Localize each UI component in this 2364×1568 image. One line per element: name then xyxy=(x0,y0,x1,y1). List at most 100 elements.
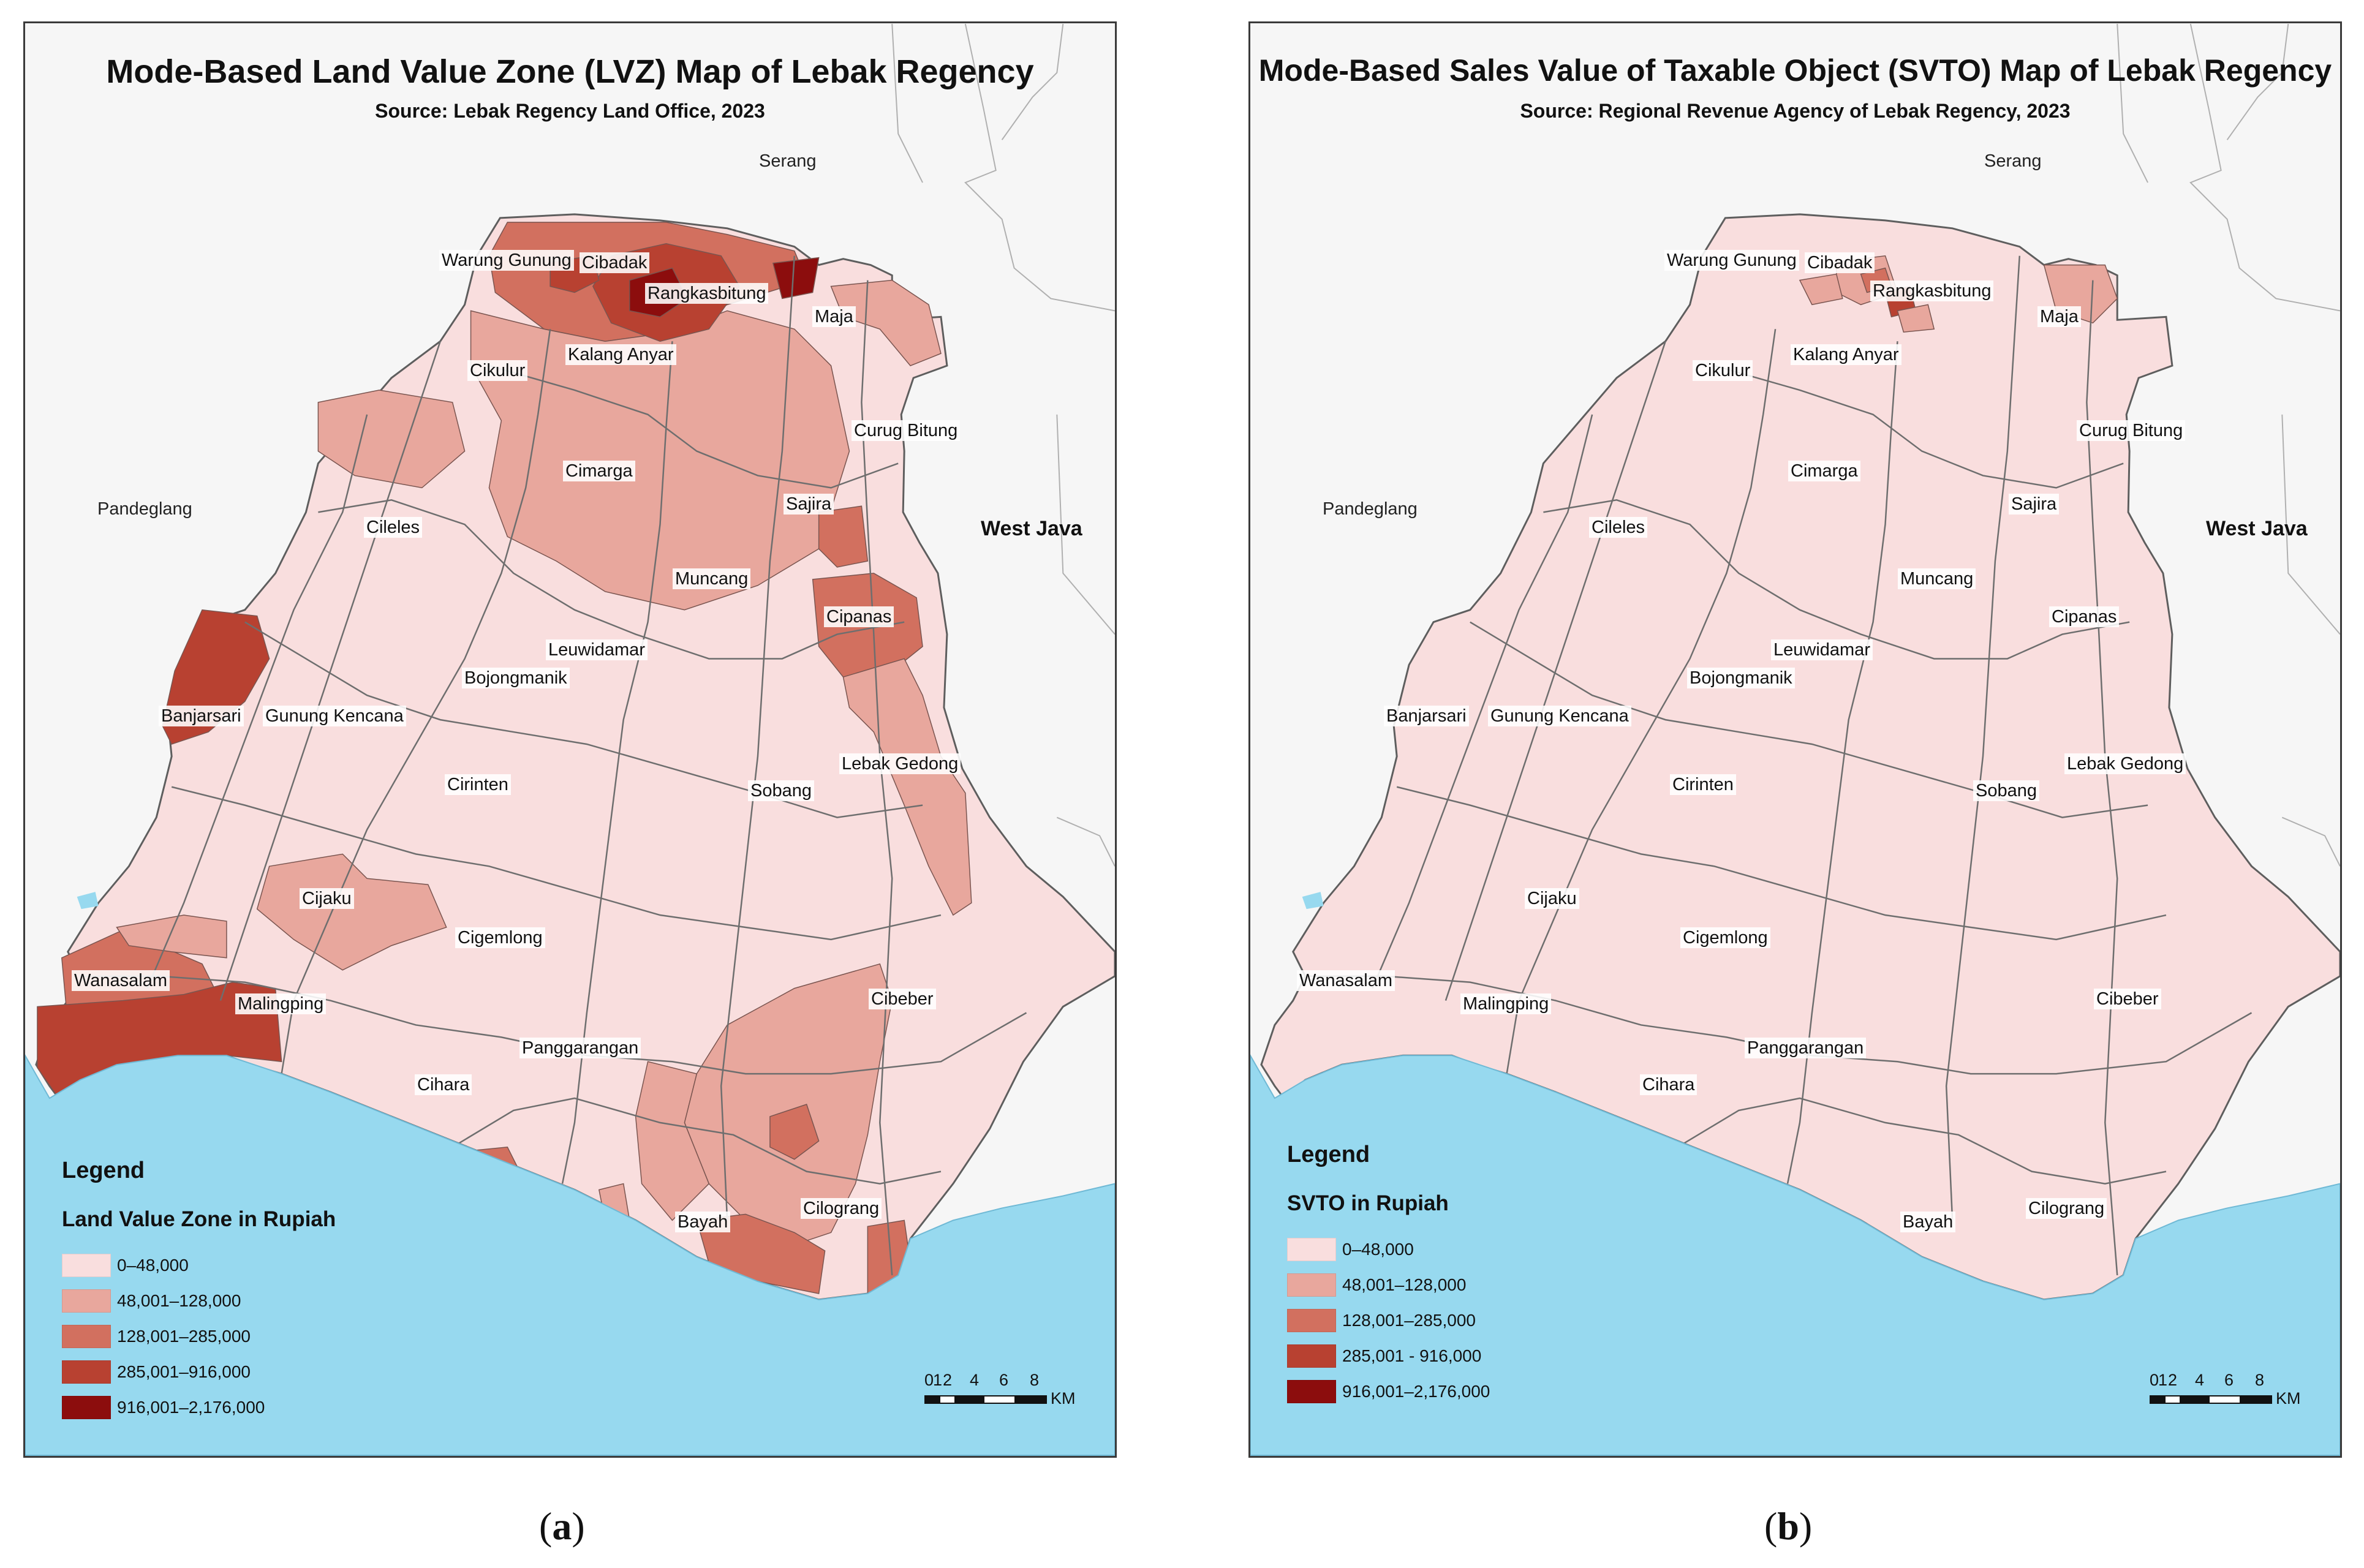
map-title: Mode-Based Land Value Zone (LVZ) Map of … xyxy=(106,53,1034,90)
map-title: Mode-Based Sales Value of Taxable Object… xyxy=(1258,53,2332,88)
district-label: Cimarga xyxy=(563,461,635,481)
district-label: Cigemlong xyxy=(455,927,545,948)
scale-tick: 8 xyxy=(2255,1371,2265,1389)
legend-swatch xyxy=(1287,1273,1336,1297)
scale-bar-graphic xyxy=(2150,1395,2272,1404)
district-label: Cirinten xyxy=(1670,774,1736,795)
legend-swatch xyxy=(62,1289,111,1313)
caption-letter: a xyxy=(552,1504,572,1548)
scale-bar-graphic xyxy=(924,1395,1047,1404)
district-label: Cibeber xyxy=(2094,989,2161,1009)
district-label: Banjarsari xyxy=(1384,706,1469,726)
svto-map-canvas xyxy=(1250,23,2340,1456)
district-label: Muncang xyxy=(673,568,751,589)
scale-tick: 6 xyxy=(2224,1371,2234,1389)
district-label: Maja xyxy=(812,306,856,327)
district-label: Panggarangan xyxy=(519,1038,641,1058)
scale-tick: 0 xyxy=(924,1371,934,1389)
scale-tick: 0 xyxy=(2150,1371,2159,1389)
legend-swatch xyxy=(1287,1309,1336,1332)
district-label: Cibeber xyxy=(869,989,936,1009)
district-label: Warung Gunung xyxy=(1664,250,1799,271)
district-label: Curug Bitung xyxy=(852,420,961,441)
region-label: Pandeglang xyxy=(97,499,192,519)
district-label: Curug Bitung xyxy=(2077,420,2186,441)
panel-caption-a: (a) xyxy=(539,1504,585,1548)
district-label: Cihara xyxy=(1640,1074,1697,1095)
district-label: Lebak Gedong xyxy=(839,753,961,774)
inland-lake xyxy=(77,892,99,910)
legend-item: 285,001–916,000 xyxy=(62,1354,336,1390)
district-label: Cijaku xyxy=(300,888,354,909)
legend-swatch xyxy=(1287,1344,1336,1368)
legend-swatch xyxy=(62,1325,111,1348)
legend-item: 916,001–2,176,000 xyxy=(1287,1374,1490,1409)
legend-item: 0–48,000 xyxy=(1287,1232,1490,1267)
legend-item: 285,001 - 916,000 xyxy=(1287,1338,1490,1374)
scale-tick: 2 xyxy=(2168,1371,2178,1389)
district-label: Malingping xyxy=(1460,993,1552,1014)
district-label: Cirinten xyxy=(445,774,511,795)
lvz-map-panel: Mode-Based Land Value Zone (LVZ) Map of … xyxy=(23,21,1117,1458)
legend-label: 916,001–2,176,000 xyxy=(117,1398,265,1417)
panel-caption-b: (b) xyxy=(1764,1504,1813,1548)
legend-swatch xyxy=(62,1360,111,1384)
legend-swatch xyxy=(1287,1380,1336,1403)
legend-label: 128,001–285,000 xyxy=(1342,1311,1476,1330)
region-label: Pandeglang xyxy=(1323,499,1418,519)
legend-item: 128,001–285,000 xyxy=(1287,1303,1490,1338)
district-label: Muncang xyxy=(1898,568,1976,589)
scale-unit: KM xyxy=(1051,1389,1076,1408)
district-label: Gunung Kencana xyxy=(1488,706,1631,726)
legend-item: 916,001–2,176,000 xyxy=(62,1390,336,1425)
district-label: Bayah xyxy=(675,1212,731,1232)
district-label: Cikulur xyxy=(1693,360,1753,381)
district-label: Cileles xyxy=(1589,517,1648,538)
map-source: Source: Regional Revenue Agency of Lebak… xyxy=(1520,100,2071,122)
district-label: Wanasalam xyxy=(72,970,170,991)
scale-tick: 4 xyxy=(2195,1371,2205,1389)
district-label: Cijaku xyxy=(1525,888,1579,909)
district-label: Malingping xyxy=(235,993,327,1014)
district-label: Warung Gunung xyxy=(439,250,574,271)
map-source: Source: Lebak Regency Land Office, 2023 xyxy=(375,100,765,122)
district-label: Sajira xyxy=(784,494,834,514)
district-label: Sobang xyxy=(1973,780,2039,801)
district-label: Sajira xyxy=(2009,494,2060,514)
district-label: Leuwidamar xyxy=(546,639,648,660)
legend-label: 285,001–916,000 xyxy=(117,1362,251,1381)
district-label: Cipanas xyxy=(824,606,894,627)
legend-label: 48,001–128,000 xyxy=(117,1291,241,1310)
region-label: Serang xyxy=(759,151,817,171)
legend-label: 285,001 - 916,000 xyxy=(1342,1346,1482,1365)
district-label: Banjarsari xyxy=(159,706,244,726)
scale-tick: 1 xyxy=(933,1371,943,1389)
district-label: Rangkasbitung xyxy=(645,283,769,304)
district-label: Cibadak xyxy=(1805,252,1875,273)
legend-label: 128,001–285,000 xyxy=(117,1327,251,1346)
district-label: Bojongmanik xyxy=(462,668,570,688)
district-label: Kalang Anyar xyxy=(565,344,676,365)
caption-letter: b xyxy=(1777,1504,1799,1548)
scale-tick: 1 xyxy=(2158,1371,2168,1389)
district-label: Rangkasbitung xyxy=(1870,281,1994,301)
legend-title: Legend xyxy=(1287,1142,1370,1167)
district-label: Lebak Gedong xyxy=(2064,753,2186,774)
district-label: Wanasalam xyxy=(1297,970,1395,991)
scale-bar: 0 1 2 4 6 8 KM xyxy=(924,1371,1108,1420)
legend-subtitle: Land Value Zone in Rupiah xyxy=(62,1207,336,1231)
district-label: Cikulur xyxy=(467,360,528,381)
legend-subtitle: SVTO in Rupiah xyxy=(1287,1191,1449,1215)
legend-label: 916,001–2,176,000 xyxy=(1342,1382,1490,1401)
legend-item: 128,001–285,000 xyxy=(62,1319,336,1354)
district-label: Leuwidamar xyxy=(1771,639,1873,660)
legend-label: 0–48,000 xyxy=(117,1256,189,1275)
district-label: Gunung Kencana xyxy=(263,706,406,726)
legend: Legend Land Value Zone in Rupiah 0–48,00… xyxy=(62,1158,336,1425)
scale-tick: 8 xyxy=(1030,1371,1040,1389)
district-label: Kalang Anyar xyxy=(1791,344,1901,365)
sea xyxy=(25,1054,1115,1456)
neighbor-boundaries xyxy=(891,23,1115,867)
legend-item: 48,001–128,000 xyxy=(62,1283,336,1319)
neighbor-boundaries xyxy=(2117,23,2340,867)
